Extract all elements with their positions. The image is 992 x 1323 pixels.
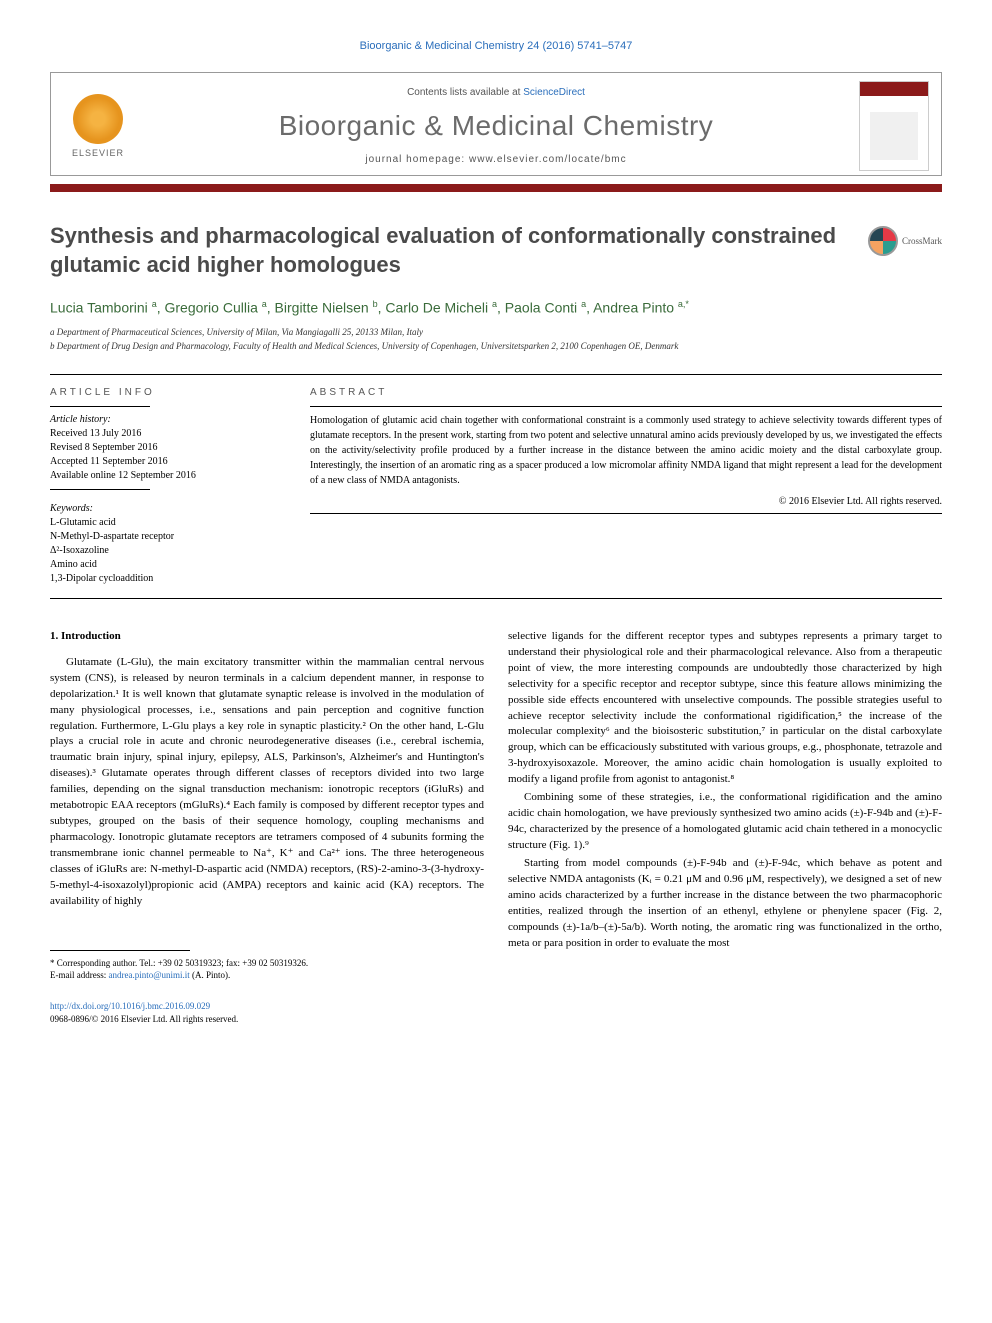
- intro-paragraph-2: Combining some of these strategies, i.e.…: [508, 790, 942, 854]
- author-list: Lucia Tamborini a, Gregorio Cullia a, Bi…: [50, 299, 942, 316]
- history-online: Available online 12 September 2016: [50, 469, 270, 483]
- crossmark-badge[interactable]: CrossMark: [868, 226, 942, 256]
- journal-title: Bioorganic & Medicinal Chemistry: [133, 110, 859, 142]
- abstract-text: Homologation of glutamic acid chain toge…: [310, 413, 942, 488]
- homepage-url[interactable]: www.elsevier.com/locate/bmc: [469, 154, 627, 165]
- history-revised: Revised 8 September 2016: [50, 441, 270, 455]
- journal-masthead: ELSEVIER Contents lists available at Sci…: [50, 72, 942, 176]
- page-footer: http://dx.doi.org/10.1016/j.bmc.2016.09.…: [50, 1000, 484, 1025]
- affiliation-b: b Department of Drug Design and Pharmaco…: [50, 340, 942, 354]
- elsevier-logo[interactable]: ELSEVIER: [63, 86, 133, 166]
- email-label: E-mail address:: [50, 970, 108, 980]
- abstract-rule-bottom: [310, 513, 942, 514]
- crossmark-label: CrossMark: [902, 236, 942, 246]
- corresponding-email[interactable]: andrea.pinto@unimi.it: [108, 970, 189, 980]
- contents-lists-line: Contents lists available at ScienceDirec…: [133, 87, 859, 98]
- info-rule-2: [50, 489, 150, 490]
- abstract-heading: ABSTRACT: [310, 387, 942, 398]
- article-info-panel: ARTICLE INFO Article history: Received 1…: [50, 375, 290, 598]
- journal-cover-thumbnail[interactable]: [859, 81, 929, 171]
- footnotes: * Corresponding author. Tel.: +39 02 503…: [50, 957, 484, 982]
- elsevier-tree-icon: [73, 94, 123, 144]
- intro-paragraph-1: Glutamate (L-Glu), the main excitatory t…: [50, 655, 484, 910]
- keyword-3: Δ²-Isoxazoline: [50, 544, 270, 558]
- info-rule: [50, 406, 150, 407]
- keyword-4: Amino acid: [50, 558, 270, 572]
- homepage-prefix: journal homepage:: [365, 154, 469, 165]
- corresponding-author: * Corresponding author. Tel.: +39 02 503…: [50, 957, 484, 970]
- intro-paragraph-3: Starting from model compounds (±)-F-94b …: [508, 856, 942, 952]
- journal-homepage: journal homepage: www.elsevier.com/locat…: [133, 154, 859, 165]
- masthead-divider-bar: [50, 184, 942, 192]
- column-right: selective ligands for the different rece…: [508, 629, 942, 1025]
- article-body: 1. Introduction Glutamate (L-Glu), the m…: [50, 629, 942, 1025]
- issn-copyright: 0968-0896/© 2016 Elsevier Ltd. All right…: [50, 1013, 484, 1026]
- affiliations: a Department of Pharmaceutical Sciences,…: [50, 326, 942, 354]
- article-title: Synthesis and pharmacological evaluation…: [50, 222, 942, 279]
- intro-paragraph-1-cont: selective ligands for the different rece…: [508, 629, 942, 788]
- email-suffix: (A. Pinto).: [190, 970, 231, 980]
- doi-link[interactable]: http://dx.doi.org/10.1016/j.bmc.2016.09.…: [50, 1000, 484, 1013]
- section-1-heading: 1. Introduction: [50, 629, 484, 645]
- abstract-copyright: © 2016 Elsevier Ltd. All rights reserved…: [310, 496, 942, 507]
- publisher-name: ELSEVIER: [72, 148, 124, 158]
- contents-prefix: Contents lists available at: [407, 87, 523, 98]
- running-head: Bioorganic & Medicinal Chemistry 24 (201…: [50, 40, 942, 52]
- keyword-2: N-Methyl-D-aspartate receptor: [50, 530, 270, 544]
- footnote-rule: [50, 950, 190, 951]
- sciencedirect-link[interactable]: ScienceDirect: [523, 87, 585, 98]
- article-info-heading: ARTICLE INFO: [50, 387, 270, 398]
- abstract-rule: [310, 406, 942, 407]
- history-received: Received 13 July 2016: [50, 427, 270, 441]
- keyword-1: L-Glutamic acid: [50, 516, 270, 530]
- column-left: 1. Introduction Glutamate (L-Glu), the m…: [50, 629, 484, 1025]
- keywords-label: Keywords:: [50, 502, 270, 516]
- affiliation-a: a Department of Pharmaceutical Sciences,…: [50, 326, 942, 340]
- abstract-panel: ABSTRACT Homologation of glutamic acid c…: [290, 375, 942, 598]
- history-label: Article history:: [50, 413, 270, 427]
- crossmark-icon: [868, 226, 898, 256]
- keyword-5: 1,3-Dipolar cycloaddition: [50, 572, 270, 586]
- history-accepted: Accepted 11 September 2016: [50, 455, 270, 469]
